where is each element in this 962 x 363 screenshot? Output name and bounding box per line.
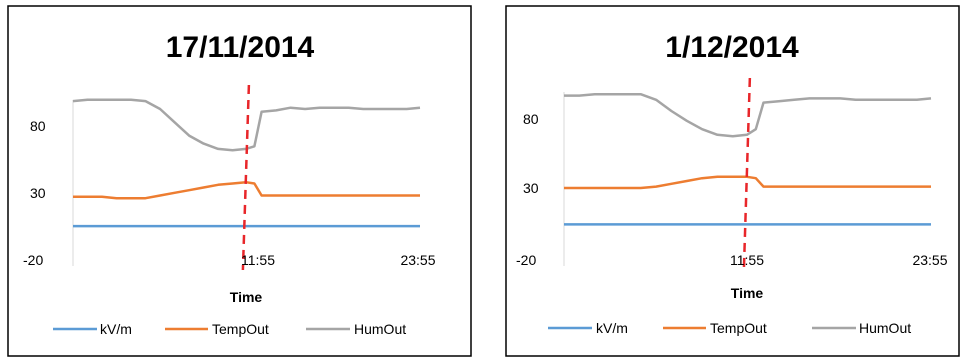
x-tick-label: 11:55 [241,252,275,268]
legend-label: TempOut [212,321,269,337]
legend-label: HumOut [354,321,406,337]
chart-panel-1: 17/11/2014 80 30 -20 11:55 23:55 Time kV… [8,6,471,356]
y-tick-label: -20 [516,252,536,268]
x-axis-label: Time [230,289,263,305]
legend-label: HumOut [859,320,911,336]
legend-label: kV/m [596,320,628,336]
chart-title: 1/12/2014 [665,31,799,64]
legend-label: TempOut [710,320,767,336]
y-tick-label: 30 [523,180,539,196]
x-tick-label: 23:55 [400,252,435,268]
legend: kV/m TempOut HumOut [53,321,406,337]
legend-label: kV/m [100,321,132,337]
y-tick-label: 80 [523,111,539,127]
chart-title: 17/11/2014 [166,31,315,64]
chart-panel-2: 1/12/2014 80 30 -20 11:55 23:55 Time kV/… [506,6,959,356]
y-tick-label: 80 [30,118,46,134]
x-tick-label: 11:55 [730,252,764,268]
y-tick-label: 30 [30,185,46,201]
x-axis-label: Time [731,285,764,301]
x-tick-label: 23:55 [912,252,947,268]
y-tick-label: -20 [23,252,43,268]
